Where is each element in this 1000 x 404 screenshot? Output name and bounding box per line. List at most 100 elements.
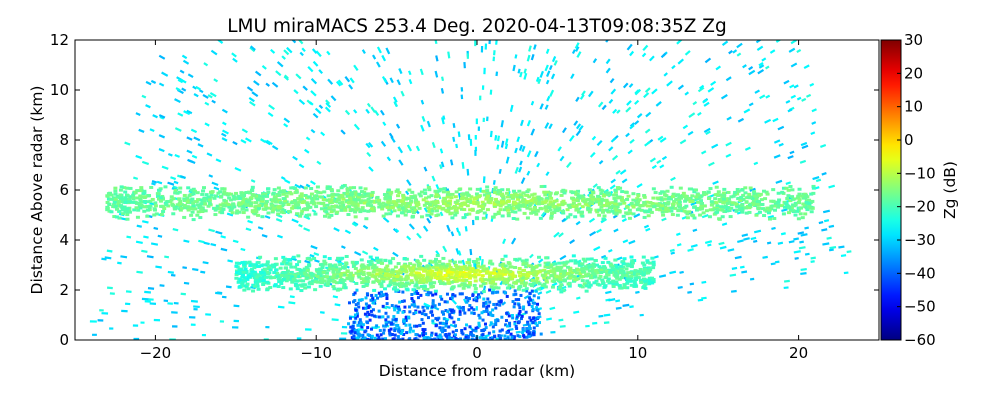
- speckle-mark: [463, 162, 464, 169]
- lower-cloud-layer-mark: [466, 261, 470, 264]
- upper-cloud-layer-mark: [785, 197, 789, 200]
- speckle-mark: [635, 101, 639, 104]
- upper-cloud-layer-mark: [476, 201, 480, 204]
- surface-return-mark: [349, 317, 352, 320]
- upper-cloud-layer-mark: [799, 212, 803, 215]
- speckle-mark: [643, 46, 647, 51]
- upper-cloud-layer-mark: [616, 186, 620, 189]
- upper-cloud-layer-mark: [568, 206, 572, 209]
- speckle-mark: [440, 165, 441, 169]
- speckle-mark: [635, 292, 639, 293]
- upper-cloud-layer-mark: [506, 209, 510, 212]
- speckle-mark: [784, 287, 789, 288]
- lower-cloud-layer-mark: [476, 269, 480, 272]
- upper-cloud-layer-mark: [756, 203, 760, 206]
- upper-cloud-layer-mark: [322, 198, 326, 201]
- upper-cloud-layer-mark: [664, 207, 668, 210]
- speckle-mark: [507, 157, 509, 164]
- upper-cloud-layer-mark: [780, 191, 784, 194]
- lower-cloud-layer-mark: [492, 269, 496, 272]
- speckle-mark: [829, 186, 835, 188]
- speckle-mark: [175, 155, 180, 157]
- speckle-mark: [305, 150, 309, 153]
- speckle-mark: [745, 148, 750, 150]
- lower-cloud-layer-mark: [265, 281, 269, 284]
- surface-return-mark: [431, 314, 434, 317]
- upper-cloud-layer-mark: [191, 202, 195, 205]
- lower-cloud-layer-mark: [419, 255, 423, 258]
- lower-cloud-layer-mark: [312, 257, 316, 260]
- surface-return-mark: [393, 329, 396, 332]
- upper-cloud-layer-mark: [543, 193, 547, 196]
- upper-cloud-layer-mark: [515, 206, 519, 209]
- surface-return-mark: [488, 301, 491, 304]
- upper-cloud-layer-mark: [705, 209, 709, 212]
- lower-cloud-layer-mark: [376, 269, 380, 272]
- speckle-mark: [650, 158, 655, 161]
- speckle-mark: [794, 85, 798, 87]
- upper-cloud-layer-mark: [688, 200, 692, 203]
- lower-cloud-layer-mark: [523, 273, 527, 276]
- lower-cloud-layer-mark: [242, 289, 246, 292]
- surface-return-mark: [522, 334, 525, 337]
- upper-cloud-layer-mark: [238, 201, 242, 204]
- upper-cloud-layer-mark: [420, 215, 424, 218]
- upper-cloud-layer-mark: [450, 207, 454, 210]
- speckle-mark: [331, 96, 335, 101]
- speckle-mark: [159, 135, 164, 137]
- speckle-mark: [311, 130, 314, 133]
- upper-cloud-layer-mark: [699, 206, 703, 209]
- upper-cloud-layer-mark: [105, 208, 109, 211]
- speckle-mark: [753, 241, 757, 242]
- speckle-mark: [616, 171, 620, 174]
- lower-cloud-layer-mark: [247, 275, 251, 278]
- upper-cloud-layer-mark: [257, 207, 261, 210]
- speckle-mark: [576, 97, 579, 101]
- lower-cloud-layer-mark: [396, 283, 400, 286]
- surface-return-mark: [408, 305, 411, 308]
- surface-return-mark: [418, 311, 421, 314]
- upper-cloud-layer-mark: [714, 201, 718, 204]
- lower-cloud-layer-mark: [255, 282, 259, 285]
- surface-return-mark: [380, 333, 383, 336]
- upper-cloud-layer-mark: [792, 197, 796, 200]
- speckle-mark: [829, 250, 834, 251]
- speckle-mark: [485, 335, 490, 336]
- upper-cloud-layer-mark: [600, 198, 604, 201]
- upper-cloud-layer-mark: [139, 186, 143, 189]
- surface-return-mark: [418, 334, 421, 337]
- upper-cloud-layer-mark: [725, 209, 729, 212]
- lower-cloud-layer-mark: [325, 275, 329, 278]
- speckle-mark: [468, 169, 469, 176]
- speckle-mark: [133, 178, 137, 179]
- lower-cloud-layer-mark: [332, 280, 336, 283]
- lower-cloud-layer-mark: [345, 277, 349, 280]
- upper-cloud-layer-mark: [260, 215, 264, 218]
- speckle-mark: [447, 225, 450, 231]
- upper-cloud-layer-mark: [630, 202, 634, 205]
- surface-return-mark: [368, 334, 371, 337]
- speckle-mark: [546, 105, 548, 109]
- upper-cloud-layer-mark: [583, 200, 587, 203]
- lower-cloud-layer-mark: [614, 274, 618, 277]
- speckle-mark: [363, 50, 365, 54]
- upper-cloud-layer-mark: [708, 187, 712, 190]
- upper-cloud-layer-mark: [651, 197, 655, 200]
- speckle-mark: [589, 219, 594, 222]
- speckle-mark: [788, 109, 792, 111]
- lower-cloud-layer-mark: [624, 268, 628, 271]
- upper-cloud-layer-mark: [512, 201, 516, 204]
- upper-cloud-layer-mark: [208, 198, 212, 201]
- speckle-mark: [555, 60, 557, 65]
- upper-cloud-layer-mark: [435, 193, 439, 196]
- lower-cloud-layer-mark: [590, 257, 594, 260]
- surface-return-mark: [480, 311, 483, 314]
- lower-cloud-layer-mark: [563, 279, 567, 282]
- surface-return-mark: [429, 311, 432, 314]
- upper-cloud-layer-mark: [773, 209, 777, 212]
- speckle-mark: [731, 291, 737, 292]
- lower-cloud-layer-mark: [234, 277, 238, 280]
- speckle-mark: [613, 110, 616, 114]
- upper-cloud-layer-mark: [602, 214, 606, 217]
- upper-cloud-layer-mark: [581, 205, 585, 208]
